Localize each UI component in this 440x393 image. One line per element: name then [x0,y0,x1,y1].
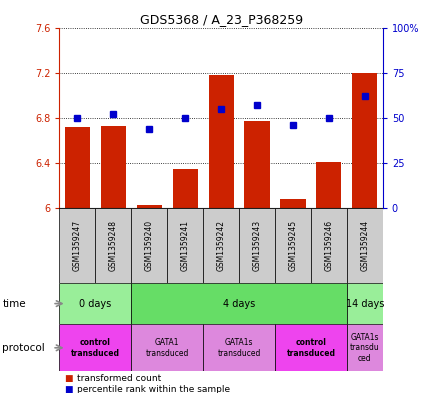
Bar [59,283,131,324]
Bar [275,208,311,283]
Text: GSM1359242: GSM1359242 [216,220,226,271]
Text: 4 days: 4 days [223,299,255,309]
Text: control
transduced: control transduced [71,338,120,358]
Text: GATA1
transduced: GATA1 transduced [146,338,189,358]
Text: GSM1359240: GSM1359240 [145,220,154,271]
Text: ■: ■ [64,374,72,382]
Bar [131,208,167,283]
Bar [347,208,383,283]
Bar [347,324,383,371]
Bar [59,208,95,283]
Text: protocol: protocol [2,343,45,353]
Bar [203,324,275,371]
Bar [137,205,162,208]
Text: GATA1s
transduced: GATA1s transduced [217,338,261,358]
Bar [209,75,234,208]
Bar [131,324,203,371]
Bar [172,169,198,208]
Bar [280,199,305,208]
Text: control
transduced: control transduced [286,338,335,358]
Text: GSM1359245: GSM1359245 [289,220,297,271]
Text: 14 days: 14 days [346,299,384,309]
Bar [65,127,90,208]
Text: GSM1359243: GSM1359243 [253,220,261,271]
Bar [203,208,239,283]
Title: GDS5368 / A_23_P368259: GDS5368 / A_23_P368259 [139,13,303,26]
Bar [59,324,131,371]
Text: time: time [2,299,26,309]
Bar [275,324,347,371]
Bar [316,162,341,208]
Bar [167,208,203,283]
Text: GSM1359246: GSM1359246 [324,220,334,271]
Text: percentile rank within the sample: percentile rank within the sample [77,385,230,393]
Text: GSM1359248: GSM1359248 [109,220,118,271]
Bar [239,208,275,283]
Bar [101,126,126,208]
Text: transformed count: transformed count [77,374,161,382]
Bar [131,283,347,324]
Text: GSM1359244: GSM1359244 [360,220,369,271]
Bar [347,283,383,324]
Text: GSM1359247: GSM1359247 [73,220,82,271]
Text: ■: ■ [64,385,72,393]
Text: GSM1359241: GSM1359241 [181,220,190,271]
Bar [311,208,347,283]
Text: 0 days: 0 days [79,299,111,309]
Bar [352,73,378,208]
Text: GATA1s
transdu
ced: GATA1s transdu ced [350,333,380,363]
Bar [245,121,270,208]
Bar [95,208,131,283]
